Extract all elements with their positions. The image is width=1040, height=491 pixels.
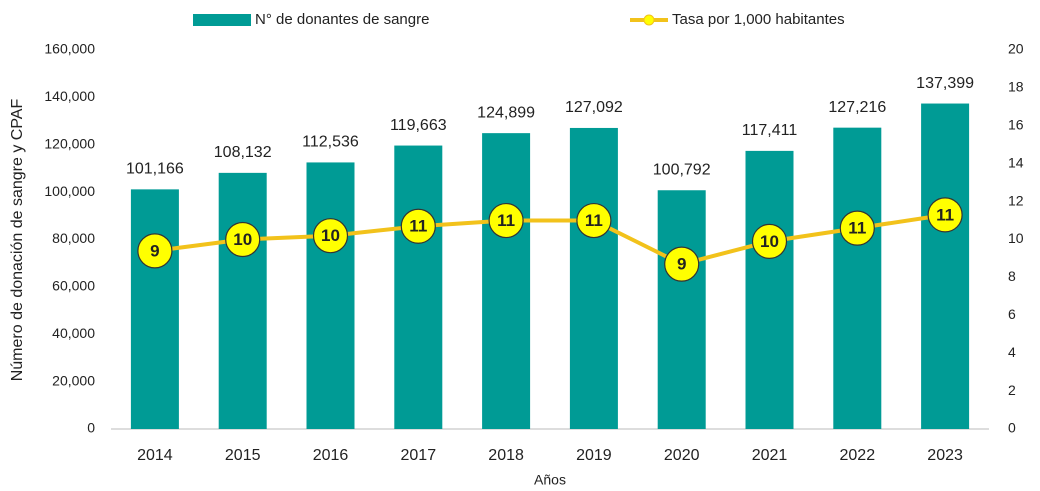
- y-tick-label: 0: [87, 420, 95, 436]
- line-value-label: 11: [409, 217, 427, 236]
- line-value-label: 10: [321, 226, 340, 245]
- line-value-label: 11: [585, 211, 603, 230]
- x-tick-label: 2022: [840, 447, 876, 464]
- y2-tick-label: 12: [1008, 192, 1024, 208]
- y-tick-label: 20,000: [52, 372, 95, 388]
- x-tick-label: 2021: [752, 447, 788, 464]
- legend-label: N° de donantes de sangre: [255, 11, 429, 28]
- bar-value-label: 137,399: [916, 75, 974, 92]
- bar: [219, 173, 267, 429]
- y-tick-label: 100,000: [44, 183, 95, 199]
- bar-value-label: 127,216: [828, 99, 886, 116]
- bar: [658, 190, 706, 429]
- line-value-label: 9: [677, 255, 686, 274]
- bar: [482, 133, 530, 429]
- y2-tick-label: 14: [1008, 154, 1024, 170]
- y2-tick-label: 4: [1008, 344, 1016, 360]
- bar: [921, 104, 969, 429]
- bar-value-label: 119,663: [390, 117, 447, 134]
- x-tick-label: 2014: [137, 447, 173, 464]
- x-tick-label: 2016: [313, 447, 349, 464]
- y2-tick-label: 20: [1008, 41, 1024, 57]
- bar-value-label: 100,792: [653, 161, 711, 178]
- bar: [394, 146, 442, 429]
- chart: Número de donación de sangre y CPAF Años…: [0, 0, 1040, 491]
- bar-value-label: 117,411: [742, 122, 798, 139]
- y-tick-label: 60,000: [52, 278, 95, 294]
- bar: [307, 162, 355, 429]
- line: [155, 215, 945, 264]
- bar: [131, 189, 179, 429]
- bar-value-label: 112,536: [302, 134, 359, 151]
- y2-tick-label: 16: [1008, 117, 1024, 133]
- x-tick-label: 2018: [488, 447, 524, 464]
- bar: [833, 128, 881, 429]
- legend-label: Tasa por 1,000 habitantes: [672, 11, 845, 28]
- bar-value-label: 124,899: [477, 104, 535, 121]
- bar-value-label: 108,132: [214, 144, 272, 161]
- line-value-label: 10: [233, 230, 252, 249]
- y2-tick-label: 8: [1008, 268, 1016, 284]
- y-axis-title: Número de donación de sangre y CPAF: [9, 99, 26, 382]
- x-tick-label: 2020: [664, 447, 700, 464]
- x-tick-label: 2023: [927, 447, 963, 464]
- line-value-label: 11: [497, 211, 515, 230]
- y2-tick-label: 0: [1008, 420, 1016, 436]
- y2-tick-label: 10: [1008, 230, 1024, 246]
- y-tick-label: 140,000: [44, 88, 95, 104]
- y-tick-label: 120,000: [44, 135, 95, 151]
- y2-tick-label: 2: [1008, 382, 1016, 398]
- y2-tick-label: 6: [1008, 306, 1016, 322]
- line-value-label: 9: [150, 241, 159, 260]
- legend-swatch: [644, 15, 654, 25]
- bar: [570, 128, 618, 429]
- x-tick-label: 2017: [401, 447, 437, 464]
- x-tick-label: 2019: [576, 447, 612, 464]
- page: {"chart_data": {"type": "bar-line", "cat…: [0, 0, 1040, 491]
- y-tick-label: 40,000: [52, 325, 95, 341]
- x-axis-title: Años: [534, 472, 566, 488]
- bar: [746, 151, 794, 429]
- line-value-label: 11: [936, 205, 954, 224]
- line-value-label: 10: [760, 232, 779, 251]
- y-tick-label: 80,000: [52, 230, 95, 246]
- bar-value-label: 101,166: [126, 161, 184, 178]
- legend-swatch: [193, 14, 251, 26]
- bar-value-label: 127,092: [565, 99, 623, 116]
- y-tick-label: 160,000: [44, 41, 95, 57]
- y2-tick-label: 18: [1008, 79, 1024, 95]
- line-value-label: 11: [848, 219, 866, 238]
- x-tick-label: 2015: [225, 447, 261, 464]
